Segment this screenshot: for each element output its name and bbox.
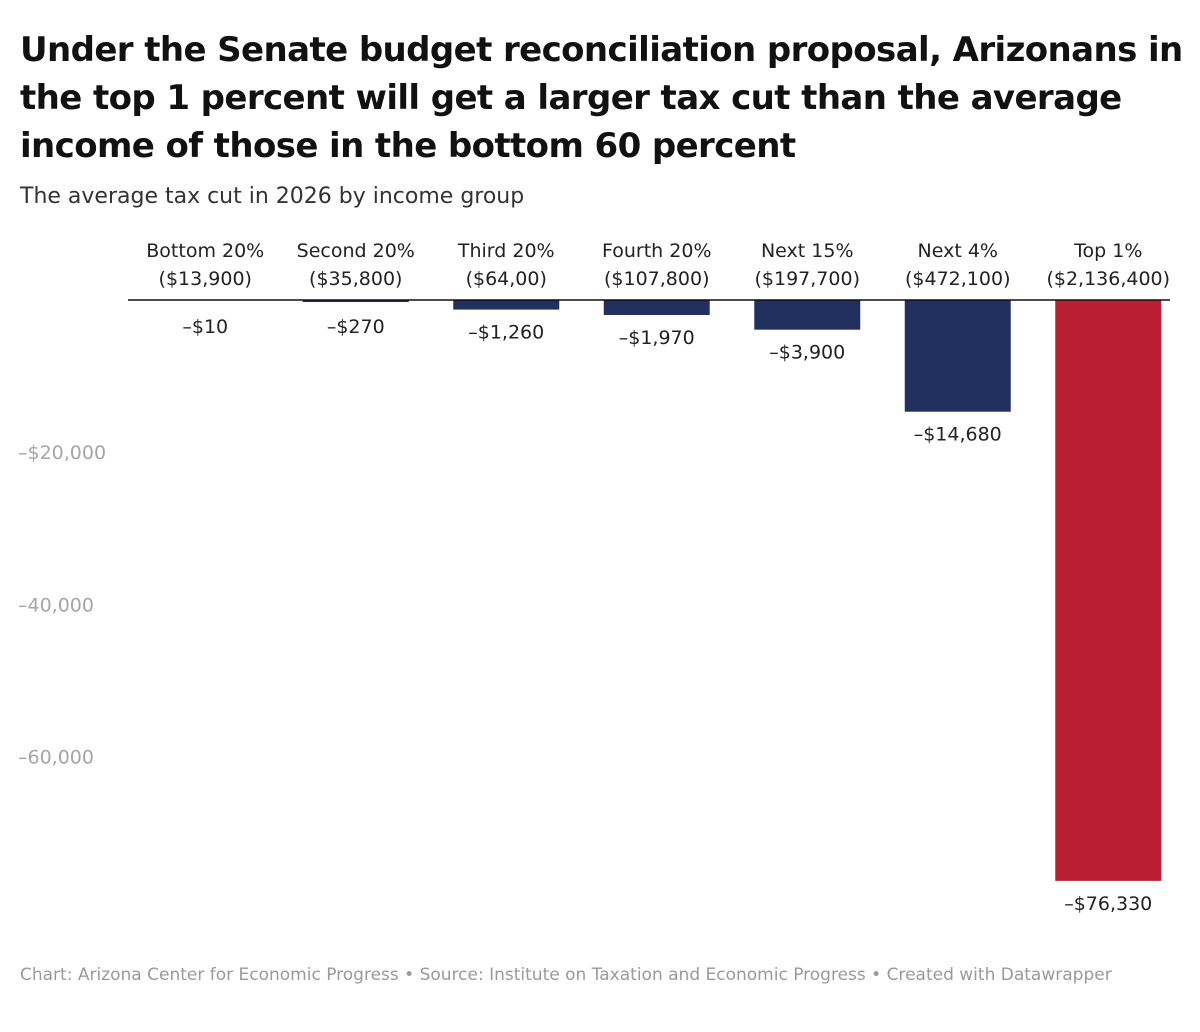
y-tick-label: –60,000 [18,747,94,769]
bars [152,300,1162,881]
category-label: Second 20% [297,240,415,262]
chart-subtitle: The average tax cut in 2026 by income gr… [20,184,525,209]
y-axis-ticks: –$20,000 –40,000 –60,000 [18,442,106,768]
category-label: Fourth 20% [602,240,712,262]
category-labels: Bottom 20% ($13,900) Second 20% ($35,800) Th… [146,240,1170,290]
category-label: Bottom 20% [146,240,264,262]
category-income-label: ($2,136,400) [1046,268,1170,290]
category-label: Next 4% [918,240,998,262]
category-label: Third 20% [457,240,555,262]
chart-title: Under the Senate budget reconciliation p… [20,30,1183,166]
category-income-label: ($107,800) [604,268,709,290]
bar-second-20 [302,300,409,303]
category-income-label: ($35,800) [309,268,402,290]
value-labels: –$10 –$270 –$1,260 –$1,970 –$3,900 –$14,680 –$… [182,316,1152,915]
category-income-label: ($472,100) [905,268,1010,290]
value-label: –$10 [182,316,228,338]
value-label: –$1,970 [619,327,695,349]
value-label: –$14,680 [914,424,1002,446]
category-label: Next 15% [761,240,854,262]
bar-next-4 [904,300,1011,412]
category-income-label: ($13,900) [159,268,252,290]
category-label: Top 1% [1073,240,1142,262]
category-income-label: ($64,00) [466,268,547,290]
y-tick-label: –40,000 [18,594,94,616]
bar-third-20 [453,300,560,310]
value-label: –$76,330 [1064,893,1152,915]
bar-fourth-20 [603,300,710,315]
bar-next-15 [754,300,861,330]
category-income-label: ($197,700) [755,268,860,290]
y-tick-label: –$20,000 [18,442,106,464]
value-label: –$3,900 [769,342,845,364]
bar-top-1 [1055,300,1162,881]
value-label: –$270 [327,316,385,338]
value-label: –$1,260 [468,322,544,344]
chart-footer: Chart: Arizona Center for Economic Progr… [20,965,1112,985]
